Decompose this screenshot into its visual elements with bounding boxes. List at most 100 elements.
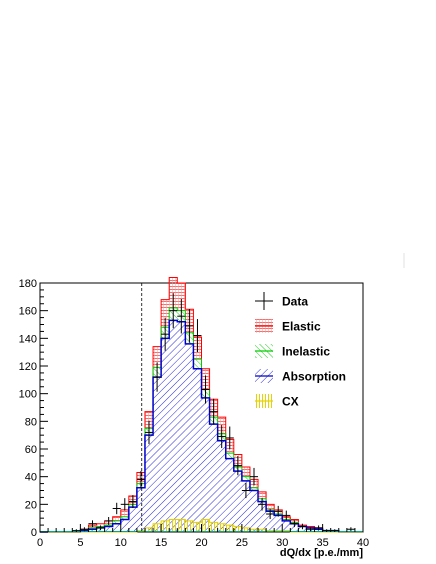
data-point [306, 527, 315, 532]
bar-absorption [249, 490, 259, 532]
bar-absorption [169, 320, 178, 532]
bar-elastic [258, 491, 267, 499]
data-point [161, 317, 170, 351]
data-point [144, 420, 154, 445]
bar-elastic [96, 523, 105, 527]
bar-inelastic [241, 476, 250, 481]
data-point [217, 425, 226, 449]
y-tick-label: 140 [19, 333, 37, 345]
y-tick-label: 80 [25, 416, 37, 428]
legend-label: Inelastic [282, 345, 330, 359]
bar-elastic [144, 411, 154, 429]
bar-cx [225, 525, 234, 532]
series-absorption [80, 320, 339, 532]
bar-cx [177, 519, 186, 532]
bar-absorption [144, 435, 154, 532]
data-point [80, 527, 89, 532]
y-tick-label: 100 [19, 389, 37, 401]
bar-inelastic [249, 487, 259, 491]
bar-elastic [169, 277, 178, 308]
x-tick-label: 25 [236, 537, 248, 549]
data-point [120, 498, 129, 511]
bar-absorption [314, 529, 323, 532]
data-point [346, 527, 355, 532]
bar-cx [201, 519, 210, 532]
legend-item-inelastic: Inelastic [255, 344, 330, 359]
bar-absorption [274, 515, 283, 532]
bar-absorption [128, 507, 137, 532]
bar-inelastic [193, 359, 202, 369]
x-tick-label: 10 [115, 537, 127, 549]
data-point [282, 510, 291, 521]
bar-elastic [241, 466, 250, 477]
data-point [153, 362, 162, 392]
bar-elastic [266, 504, 275, 510]
bar-cx [233, 526, 242, 532]
bar-absorption [258, 501, 267, 532]
data-point [330, 529, 339, 532]
x-tick-label: 5 [77, 537, 83, 549]
bar-elastic [120, 509, 129, 517]
bar-absorption [112, 523, 121, 532]
bar-absorption [266, 511, 275, 532]
data-point [233, 456, 242, 476]
x-tick-label: 40 [357, 537, 369, 549]
legend-label: Absorption [282, 370, 346, 384]
bar-absorption [120, 519, 129, 532]
bar-cx [144, 527, 154, 532]
bar-cx [249, 529, 259, 532]
data-point [88, 520, 97, 528]
bar-elastic [177, 283, 186, 311]
legend-item-data: Data [255, 292, 308, 310]
data-point [104, 517, 113, 525]
bar-absorption [193, 368, 202, 532]
bar-absorption [201, 397, 210, 532]
legend-item-absorption: Absorption [255, 369, 346, 384]
x-axis-label: dQ/dx [p.e./mm] [280, 547, 363, 559]
data-point [136, 470, 145, 488]
x-tick-label: 15 [155, 537, 167, 549]
y-tick-label: 180 [19, 278, 37, 290]
data-point [298, 523, 307, 530]
x-tick-label: 0 [37, 537, 43, 549]
bar-absorption [209, 424, 218, 532]
data-point [72, 529, 81, 532]
data-point [322, 529, 331, 532]
axes: 0 5 10 15 20 25 30 35 40 0 20 40 60 80 100 120 140 160 180 [19, 278, 369, 549]
data-point [193, 319, 202, 353]
bar-cx [153, 523, 162, 532]
bar-absorption [241, 480, 250, 532]
x-tick-label: 20 [195, 537, 207, 549]
bar-cx [161, 520, 170, 532]
bar-absorption [225, 458, 234, 532]
histogram-layer [40, 276, 363, 533]
y-tick-label: 20 [25, 499, 37, 511]
legend-label: Data [282, 295, 308, 309]
legend: Data Elastic Inelastic Absorption CX [255, 292, 346, 409]
bar-elastic [161, 299, 170, 328]
bar-cx [258, 529, 267, 532]
bar-absorption [136, 487, 145, 532]
bar-absorption [161, 338, 170, 532]
y-tick-label: 40 [25, 472, 37, 484]
data-points [72, 293, 355, 532]
y-tick-label: 160 [19, 306, 37, 318]
legend-item-cx: CX [255, 394, 299, 409]
x-tick-label: 30 [276, 537, 288, 549]
data-point [177, 298, 186, 334]
bar-inelastic [112, 520, 121, 524]
bar-absorption [88, 529, 97, 532]
bar-elastic [112, 516, 121, 521]
data-point [209, 398, 218, 425]
data-point [241, 482, 250, 499]
data-point [169, 293, 178, 329]
bar-cx [217, 523, 226, 532]
data-point [185, 308, 194, 343]
bar-absorption [290, 523, 299, 532]
y-tick-label: 120 [19, 361, 37, 373]
bar-absorption [177, 321, 186, 532]
legend-label: CX [282, 395, 299, 409]
data-point [266, 509, 275, 520]
bar-inelastic [225, 453, 234, 459]
